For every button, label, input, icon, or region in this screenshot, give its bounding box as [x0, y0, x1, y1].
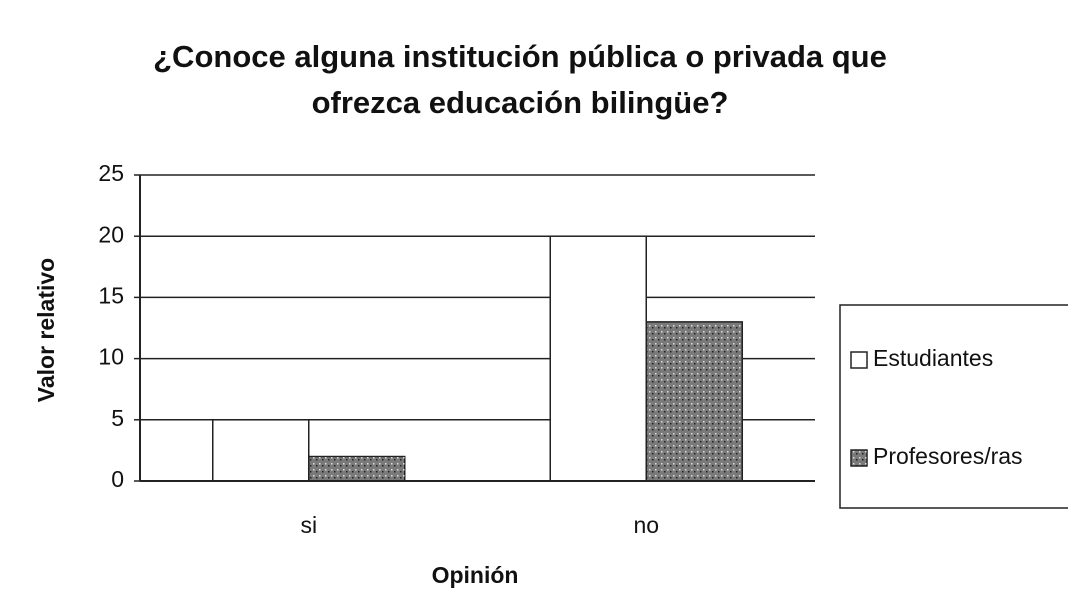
legend-box: [839, 304, 1068, 509]
y-tick-label: 25: [98, 160, 124, 186]
bar: [645, 321, 743, 482]
y-tick-label: 15: [98, 282, 124, 308]
y-tick-label: 10: [98, 344, 124, 370]
bar: [308, 455, 406, 482]
x-tick-label: no: [633, 512, 659, 538]
x-axis-label: Opinión: [432, 562, 519, 588]
y-tick-label: 5: [111, 405, 124, 431]
y-tick-label: 0: [111, 466, 124, 492]
legend-label: Profesores/ras: [873, 443, 1023, 469]
y-tick-label: 20: [98, 221, 124, 247]
legend-texture: [851, 450, 867, 466]
chart-title: ¿Conoce alguna institución pública o pri…: [153, 39, 887, 120]
bar: [212, 419, 310, 482]
y-axis-label: Valor relativo: [33, 258, 59, 402]
bar: [549, 235, 647, 482]
x-tick-label: si: [300, 512, 317, 538]
legend-label: Estudiantes: [873, 345, 993, 371]
legend-swatch: [850, 351, 868, 369]
